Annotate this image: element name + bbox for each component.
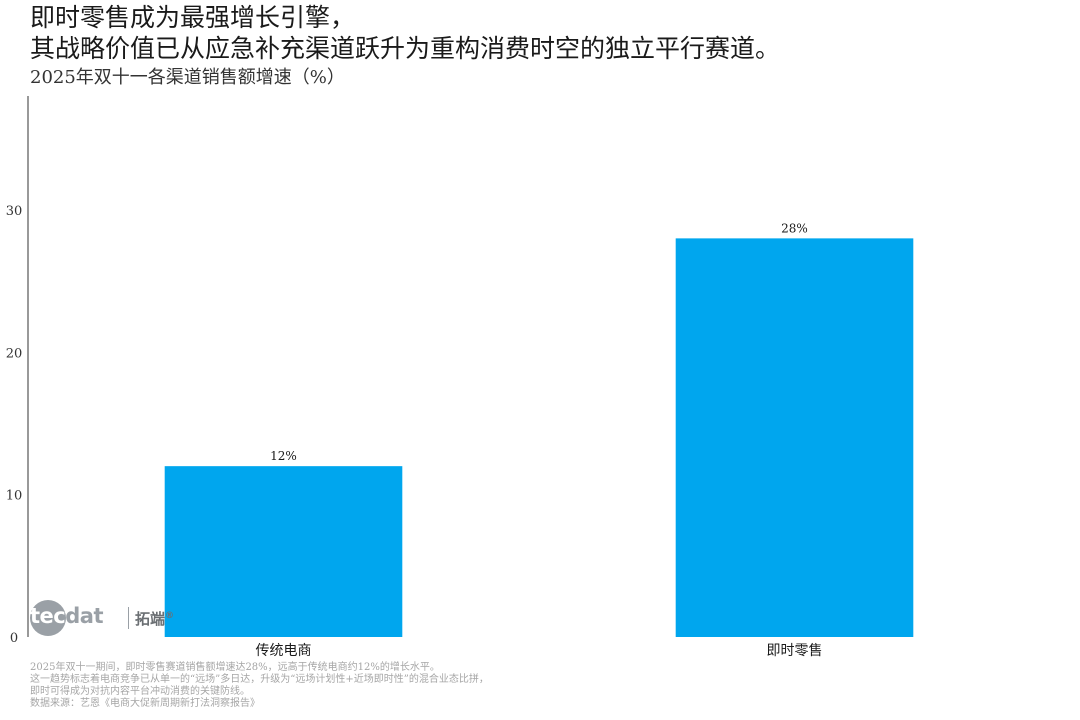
logo-chinese-name: 拓端®: [135, 609, 175, 628]
source-line: 数据来源：艺恩《电商大促新周期新打法洞察报告》: [30, 698, 260, 709]
bar-value-label: 28%: [781, 221, 808, 235]
y-tick-label: 20: [6, 346, 23, 361]
headline-line-2: 其战略价值已从应急补充渠道跃升为重构消费时空的独立平行赛道。: [30, 34, 781, 63]
headline: 即时零售成为最强增长引擎， 其战略价值已从应急补充渠道跃升为重构消费时空的独立平…: [30, 2, 1060, 64]
bar-1: [164, 466, 403, 637]
logo-circle-icon: tecdat: [30, 600, 103, 636]
headline-line-1: 即时零售成为最强增长引擎，: [30, 3, 356, 32]
footnotes: 2025年双十一期间，即时零售赛道销售额增速达28%，远高于传统电商约12%的增…: [30, 662, 1060, 710]
x-category-label: 传统电商: [256, 643, 312, 659]
y-tick-label: 0: [10, 631, 18, 646]
bar-2: [675, 238, 914, 638]
bar-value-label: 12%: [270, 449, 297, 463]
y-tick-label: 10: [6, 489, 23, 504]
footnote-line: 2025年双十一期间，即时零售赛道销售额增速达28%，远高于传统电商约12%的增…: [30, 662, 440, 673]
footnote-line: 这一趋势标志着电商竞争已从单一的“远场”多日达，升级为“远场计划性+近场即时性”…: [30, 674, 489, 685]
tecdat-logo: tecdat 拓端®: [30, 600, 174, 636]
y-tick-label: 30: [6, 204, 23, 219]
logo-divider: [128, 607, 129, 629]
chart-subtitle: 2025年双十一各渠道销售额增速（%）: [30, 67, 345, 88]
logo-wordmark: tecdat: [30, 604, 103, 628]
footnote-line: 即时可得成为对抗内容平台冲动消费的关键防线。: [30, 686, 250, 697]
x-category-label: 即时零售: [767, 643, 823, 659]
